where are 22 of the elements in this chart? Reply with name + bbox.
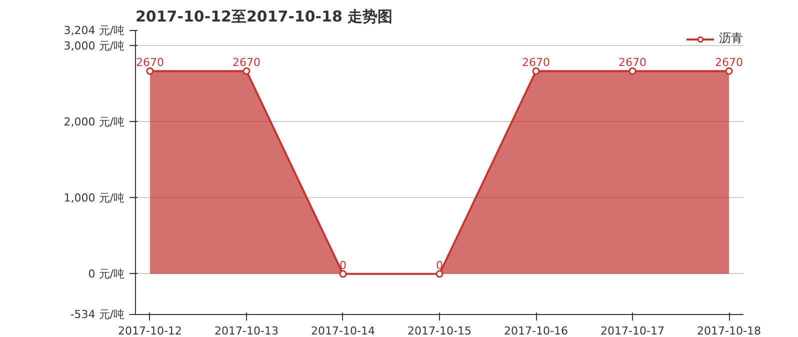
legend-label: 沥青 — [719, 30, 743, 47]
y-tick-label: 3,204 元/吨 — [64, 24, 125, 37]
x-tick-label: 2017-10-18 — [697, 324, 761, 337]
x-tick-label: 2017-10-13 — [214, 324, 278, 337]
data-label: 2670 — [136, 56, 164, 70]
data-label: 2670 — [232, 56, 260, 70]
x-tick-label: 2017-10-12 — [118, 324, 182, 337]
data-label: 2670 — [618, 56, 647, 70]
data-label: 0 — [436, 258, 443, 272]
y-tick-label: 3,000 元/吨 — [64, 40, 125, 52]
y-tick-label: 0 元/吨 — [88, 267, 124, 280]
x-tick-label: 2017-10-14 — [311, 324, 375, 337]
data-label: 0 — [339, 258, 346, 272]
data-label: 2670 — [522, 56, 550, 70]
y-tick-label: 2,000 元/吨 — [64, 115, 125, 128]
y-tick-label: 1,000 元/吨 — [64, 191, 125, 204]
chart-title: 2017-10-12至2017-10-18 走势图 — [136, 8, 393, 26]
x-tick-label: 2017-10-15 — [408, 324, 472, 337]
y-tick-label: -534 元/吨 — [70, 308, 125, 321]
data-label: 2670 — [715, 56, 744, 70]
x-tick-label: 2017-10-16 — [504, 324, 568, 337]
x-tick-label: 2017-10-17 — [600, 324, 664, 337]
